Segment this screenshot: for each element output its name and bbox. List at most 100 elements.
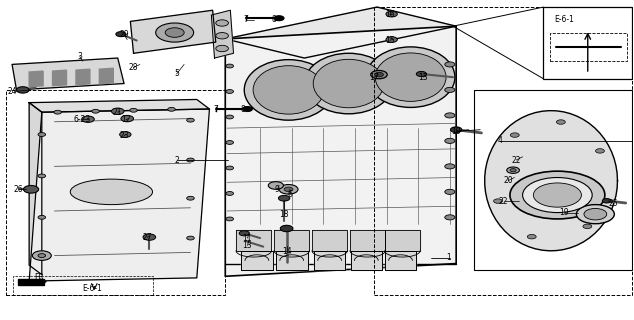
Text: 2: 2: [174, 156, 179, 164]
Polygon shape: [29, 109, 209, 281]
Text: 12: 12: [121, 115, 131, 124]
Bar: [550, 33, 627, 61]
Text: 14: 14: [282, 247, 292, 256]
Polygon shape: [12, 58, 124, 90]
Polygon shape: [225, 26, 456, 276]
Circle shape: [226, 64, 233, 68]
Text: 15: 15: [385, 36, 394, 45]
Circle shape: [242, 107, 252, 112]
Polygon shape: [385, 230, 420, 251]
Circle shape: [280, 225, 293, 232]
Text: 6: 6: [288, 189, 293, 199]
Ellipse shape: [366, 47, 455, 108]
Circle shape: [510, 133, 519, 137]
Ellipse shape: [253, 66, 324, 114]
Circle shape: [186, 236, 194, 240]
Circle shape: [186, 158, 194, 162]
Circle shape: [533, 183, 581, 207]
Ellipse shape: [313, 59, 384, 108]
Text: 27: 27: [143, 233, 152, 242]
Text: 13: 13: [418, 73, 428, 82]
Circle shape: [576, 204, 614, 224]
Ellipse shape: [244, 60, 333, 120]
Bar: [543, 7, 632, 79]
Circle shape: [38, 174, 46, 178]
Circle shape: [112, 108, 124, 115]
Circle shape: [38, 215, 46, 219]
Circle shape: [284, 187, 293, 192]
Circle shape: [274, 16, 284, 21]
Circle shape: [116, 32, 126, 37]
Circle shape: [92, 109, 100, 113]
Circle shape: [226, 166, 233, 170]
Text: 17: 17: [369, 73, 378, 82]
Text: FR.: FR.: [34, 273, 46, 282]
Circle shape: [186, 118, 194, 122]
Circle shape: [375, 72, 384, 77]
Circle shape: [268, 182, 283, 189]
Bar: [474, 90, 632, 270]
Circle shape: [445, 215, 455, 220]
Circle shape: [32, 251, 51, 260]
Polygon shape: [29, 71, 43, 87]
Circle shape: [445, 62, 455, 67]
Polygon shape: [100, 68, 113, 84]
Text: 1: 1: [446, 253, 451, 262]
Circle shape: [23, 186, 39, 193]
Polygon shape: [236, 230, 271, 251]
Text: 24: 24: [7, 87, 17, 96]
Text: 9: 9: [275, 186, 280, 195]
Circle shape: [279, 185, 298, 194]
Circle shape: [557, 120, 566, 124]
Polygon shape: [276, 251, 307, 270]
Circle shape: [38, 254, 46, 258]
Circle shape: [386, 11, 398, 17]
Circle shape: [226, 217, 233, 221]
Polygon shape: [53, 70, 67, 86]
Ellipse shape: [375, 53, 446, 101]
Polygon shape: [350, 230, 385, 251]
Circle shape: [522, 178, 592, 212]
Circle shape: [507, 167, 519, 173]
Circle shape: [239, 231, 249, 236]
Polygon shape: [76, 69, 90, 85]
Circle shape: [216, 33, 228, 39]
Circle shape: [510, 169, 516, 172]
Circle shape: [226, 140, 233, 144]
Text: 7: 7: [214, 105, 218, 114]
Polygon shape: [312, 230, 347, 251]
Text: 13: 13: [243, 241, 252, 250]
Text: 25: 25: [608, 198, 618, 207]
Circle shape: [510, 171, 605, 219]
Circle shape: [445, 189, 455, 195]
Circle shape: [494, 199, 502, 203]
Text: 22: 22: [512, 156, 521, 164]
Text: E-6-1: E-6-1: [553, 15, 574, 24]
Circle shape: [156, 23, 193, 42]
Circle shape: [143, 234, 156, 240]
Circle shape: [445, 164, 455, 169]
Text: 29: 29: [119, 30, 129, 39]
Circle shape: [445, 113, 455, 118]
Circle shape: [168, 108, 175, 111]
Circle shape: [120, 132, 131, 137]
Bar: [374, 7, 632, 295]
Text: 7: 7: [243, 15, 249, 24]
Text: 10: 10: [451, 127, 461, 136]
Circle shape: [165, 28, 184, 37]
Bar: [6, 90, 225, 295]
Circle shape: [417, 71, 427, 76]
Circle shape: [445, 138, 455, 143]
Polygon shape: [29, 103, 42, 275]
Polygon shape: [241, 251, 273, 270]
Circle shape: [226, 90, 233, 93]
Text: 19: 19: [559, 208, 569, 217]
Bar: [13, 276, 153, 295]
Polygon shape: [351, 251, 382, 270]
Text: 5: 5: [174, 69, 179, 78]
Circle shape: [371, 70, 387, 79]
Circle shape: [130, 108, 138, 112]
Circle shape: [584, 208, 607, 220]
Text: 28: 28: [129, 63, 138, 72]
Circle shape: [527, 235, 536, 239]
